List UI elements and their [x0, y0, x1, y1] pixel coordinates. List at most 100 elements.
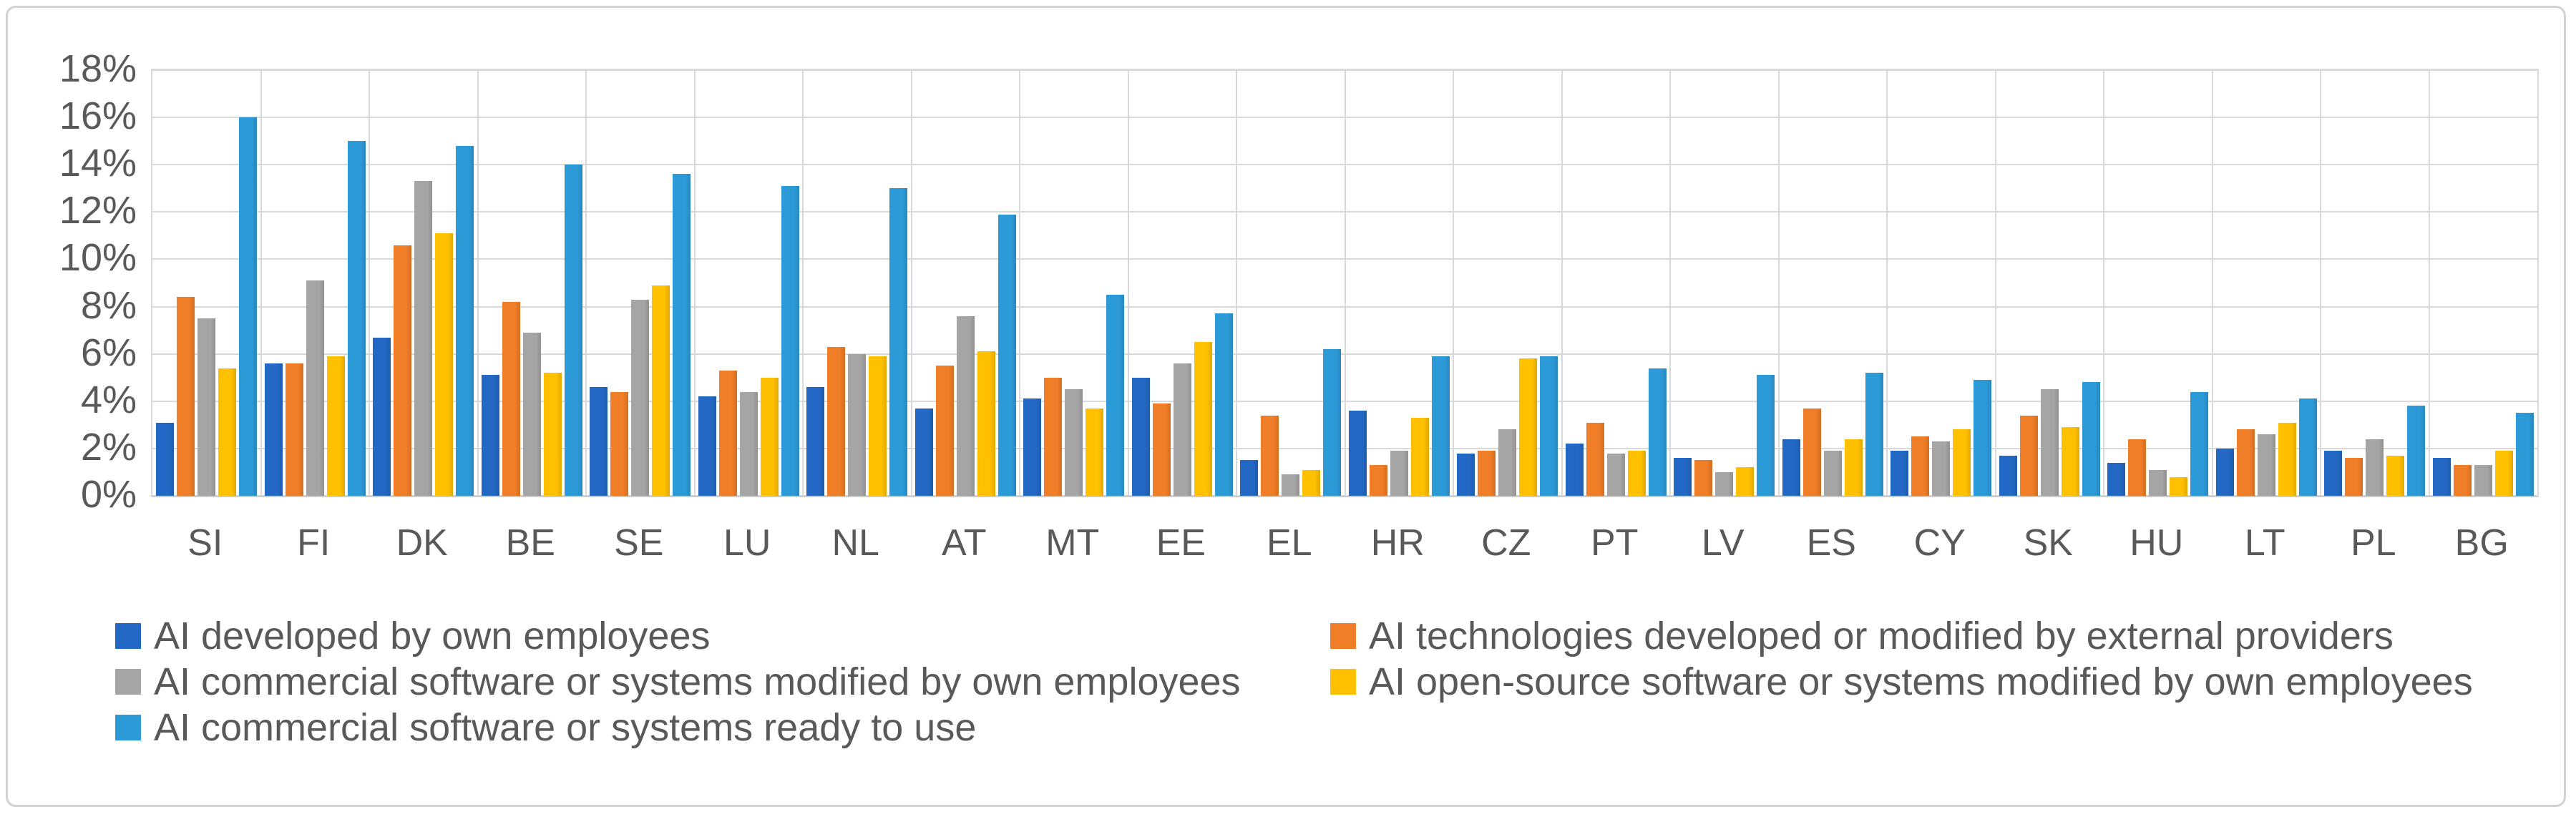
gridline-v: [693, 70, 696, 496]
bar: [869, 356, 887, 496]
y-axis-tick-label: 2%: [80, 425, 137, 469]
bar-group-se: [586, 70, 695, 496]
gridline-v: [2428, 70, 2430, 496]
bar: [2215, 448, 2234, 496]
legend-item-5: AI commercial software or systems ready …: [115, 706, 1330, 749]
bar: [2128, 439, 2147, 496]
bar: [1194, 342, 1212, 496]
bar: [2061, 427, 2079, 496]
bar: [2236, 429, 2255, 496]
bar-group-lv: [1670, 70, 1779, 496]
bar: [1974, 380, 1992, 496]
x-axis-label: PL: [2350, 522, 2396, 564]
legend-color-swatch-icon: [115, 623, 141, 649]
bar: [1865, 373, 1883, 496]
bar-group-hu: [2104, 70, 2212, 496]
bar: [1932, 441, 1951, 496]
bar: [1736, 467, 1755, 496]
chart-frame: 0% 2% 4% 6% 8% 10% 12% 14% 16% 18% SI FI DK BE SE LU NL…: [6, 6, 2566, 807]
bar: [2474, 465, 2492, 496]
legend-item-3: AI commercial software or systems modifi…: [115, 660, 1330, 703]
bar: [1369, 465, 1387, 496]
bar-group-at: [912, 70, 1020, 496]
bar: [806, 386, 825, 496]
gridline-v: [585, 70, 587, 496]
x-axis-label: PT: [1591, 522, 1639, 564]
bar: [1540, 356, 1558, 496]
gridline-v: [1127, 70, 1129, 496]
bar: [1302, 469, 1321, 496]
bar: [1044, 377, 1063, 496]
x-axis-label: LT: [2244, 522, 2285, 564]
bar-group-bg: [2429, 70, 2538, 496]
gridline-v: [1886, 70, 1888, 496]
legend-item-4: AI open-source software or systems modif…: [1330, 660, 2498, 703]
x-axis-label: ES: [1806, 522, 1856, 564]
bar: [1757, 375, 1775, 496]
bar: [218, 368, 237, 496]
bar: [1890, 451, 1909, 496]
x-axis-label: HR: [1370, 522, 1425, 564]
legend-item-2: AI technologies developed or modified by…: [1330, 615, 2498, 657]
legend-color-swatch-icon: [1330, 623, 1356, 649]
bar: [1999, 455, 2017, 496]
y-axis-tick-label: 10%: [59, 236, 137, 280]
bar-group-nl: [803, 70, 912, 496]
bar: [326, 356, 345, 496]
y-axis: 0% 2% 4% 6% 8% 10% 12% 14% 16% 18%: [8, 8, 144, 805]
bar-group-sk: [1996, 70, 2104, 496]
x-axis-label: EE: [1156, 522, 1206, 564]
bar: [1106, 295, 1125, 496]
gridline-v: [910, 70, 912, 496]
bar: [394, 245, 412, 496]
bar: [2149, 469, 2167, 496]
bar-group-cy: [1887, 70, 1996, 496]
x-axis-label: CY: [1913, 522, 1966, 564]
gridline-v: [2103, 70, 2104, 496]
bar-group-lu: [695, 70, 804, 496]
x-axis-label: MT: [1045, 522, 1100, 564]
bar: [889, 188, 908, 496]
legend-item-1: AI developed by own employees: [115, 615, 1330, 657]
x-axis-label: DK: [396, 522, 448, 564]
x-axis: SI FI DK BE SE LU NL AT MT EE EL HR CZ PT LV ES CY SK HU LT…: [151, 509, 2536, 573]
bar: [1478, 451, 1496, 496]
bar: [590, 386, 608, 496]
bar: [914, 408, 933, 496]
y-axis-tick-label: 12%: [59, 189, 137, 233]
x-axis-label: SE: [614, 522, 664, 564]
x-axis-label: BE: [505, 522, 555, 564]
legend-label: AI developed by own employees: [154, 615, 711, 657]
bar: [760, 377, 779, 496]
bar: [347, 141, 366, 496]
bar-group-ee: [1128, 70, 1237, 496]
y-axis-tick-label: 18%: [59, 47, 137, 90]
bar-group-mt: [1020, 70, 1128, 496]
bar: [285, 363, 303, 496]
bar: [2278, 422, 2296, 496]
bar: [781, 185, 799, 496]
x-axis-label: LV: [1701, 522, 1745, 564]
bar: [2366, 439, 2384, 496]
bar: [956, 315, 975, 496]
bar: [156, 422, 175, 496]
gridline-v: [260, 70, 262, 496]
y-axis-tick-label: 8%: [80, 283, 137, 327]
legend-color-swatch-icon: [1330, 669, 1356, 695]
bar: [1390, 451, 1408, 496]
bar-group-be: [478, 70, 587, 496]
bar: [1214, 313, 1233, 496]
bar: [522, 332, 541, 496]
bar: [1519, 358, 1538, 496]
bar: [543, 373, 562, 496]
bar: [1410, 417, 1429, 496]
gridline-v: [1344, 70, 1346, 496]
bar: [414, 181, 433, 496]
gridline-v: [2211, 70, 2213, 496]
legend-label: AI commercial software or systems modifi…: [154, 660, 1241, 703]
bar: [1131, 377, 1150, 496]
bar: [827, 346, 846, 496]
bar: [2386, 455, 2405, 496]
bar: [2324, 451, 2343, 496]
bar: [1606, 453, 1625, 496]
